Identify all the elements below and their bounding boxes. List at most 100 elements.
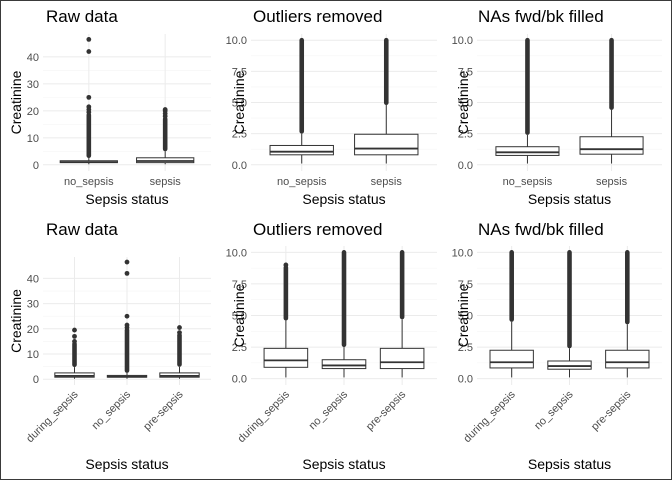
x-axis-title: Sepsis status	[85, 456, 168, 472]
panel-title: NAs fwd/bk filled	[478, 220, 604, 239]
y-tick-label: 7.5	[232, 279, 247, 291]
x-tick-label: no_sepsis	[503, 176, 553, 188]
outlier-point	[283, 262, 289, 268]
x-tick-label: during_sepsis	[24, 388, 81, 445]
box-iqr	[263, 347, 309, 368]
y-axis-title: Creatinine	[455, 70, 471, 134]
outlier-streak	[567, 250, 572, 349]
panel-5: 0.0 2.5 5.0 7.5 10.0 during_sepsis no_sepsis pr…	[226, 220, 437, 472]
y-tick-label: 0.0	[458, 160, 473, 172]
y-axis-title: Creatinine	[8, 70, 24, 134]
y-tick-label: 5.0	[458, 311, 473, 323]
panel-title: Outliers removed	[253, 7, 382, 26]
box-pre-sepsis	[605, 250, 650, 378]
outlier-point	[72, 333, 77, 339]
outlier-streak	[509, 250, 514, 322]
panel-title: Raw data	[46, 220, 118, 239]
y-tick-label: 40	[27, 273, 39, 285]
x-axis-title: Sepsis status	[528, 456, 611, 472]
y-tick-label: 2.5	[458, 129, 473, 141]
y-tick-label: 2.5	[232, 129, 247, 141]
outlier-point	[124, 313, 130, 319]
outlier-point	[177, 325, 182, 330]
y-axis-title: Creatinine	[231, 283, 247, 347]
outlier-streak	[299, 37, 305, 134]
outlier-point	[72, 339, 77, 344]
outlier-point	[124, 259, 130, 265]
y-axis-title: Creatinine	[455, 283, 471, 347]
box-iqr	[495, 146, 560, 156]
outlier-point	[86, 36, 92, 42]
y-tick-label: 10.0	[452, 247, 473, 259]
box-iqr	[489, 349, 534, 369]
x-axis-title: Sepsis status	[302, 456, 385, 472]
panel-3: 0.0 2.5 5.0 7.5 10.0 no_sepsis sepsis NAs fwd/b…	[452, 7, 662, 207]
y-tick-label: 5.0	[232, 311, 247, 323]
outlier-streak	[625, 250, 630, 325]
y-tick-label: 10.0	[226, 35, 247, 47]
y-tick-label: 7.5	[458, 279, 473, 291]
x-tick-label: no_sepsis	[277, 176, 327, 188]
panel-title: NAs fwd/bk filled	[478, 7, 604, 26]
y-tick-label: 7.5	[232, 66, 247, 78]
panel-6: 0.0 2.5 5.0 7.5 10.0 during_sepsis no_sepsis pr…	[452, 220, 662, 472]
y-tick-label: 30	[27, 299, 39, 311]
y-tick-label: 0.0	[232, 374, 247, 386]
panel-1: 0 10 20 30 40 no_sepsis sepsis Raw data Sepsis s…	[8, 7, 211, 207]
x-tick-label: sepsis	[371, 176, 403, 188]
x-axis-title: Sepsis status	[85, 191, 168, 207]
panel-title: Raw data	[46, 7, 118, 26]
outlier-streak	[525, 37, 530, 135]
box-no_sepsis	[269, 37, 334, 164]
box-iqr	[605, 349, 650, 369]
box-no_sepsis	[59, 36, 118, 165]
y-tick-label: 10	[27, 133, 39, 145]
x-tick-label: sepsis	[596, 176, 628, 188]
x-axis-title: Sepsis status	[528, 191, 611, 207]
box-iqr	[269, 144, 334, 156]
box-pre-sepsis	[159, 325, 200, 379]
x-tick-label: pre-sepsis	[141, 388, 186, 433]
box-iqr	[579, 136, 644, 155]
outlier-point	[162, 107, 168, 112]
x-tick-label: no_sepsis	[532, 388, 576, 432]
box-iqr	[321, 359, 367, 370]
outlier-streak	[383, 37, 389, 105]
y-tick-label: 10.0	[226, 247, 247, 259]
x-tick-label: during_sepsis	[461, 388, 518, 445]
box-iqr	[547, 360, 592, 370]
x-tick-label: no_sepsis	[90, 388, 134, 432]
y-axis-title: Creatinine	[8, 289, 24, 353]
box-sepsis	[354, 37, 419, 164]
y-tick-label: 5.0	[458, 98, 473, 110]
outlier-streak	[86, 112, 92, 159]
outlier-streak	[341, 250, 347, 348]
y-tick-label: 0.0	[232, 160, 247, 172]
y-tick-label: 20	[27, 106, 39, 118]
y-tick-label: 0	[33, 160, 39, 172]
y-tick-label: 40	[27, 52, 39, 64]
box-during_sepsis	[263, 262, 309, 378]
outlier-point	[86, 94, 92, 100]
x-tick-label: pre-sepsis	[589, 388, 634, 433]
outlier-point	[124, 270, 130, 276]
x-tick-label: during_sepsis	[236, 388, 293, 445]
box-pre-sepsis	[379, 250, 425, 378]
box-during_sepsis	[489, 250, 534, 378]
y-tick-label: 7.5	[458, 66, 473, 78]
x-axis-title: Sepsis status	[302, 191, 385, 207]
outlier-streak	[609, 37, 614, 110]
y-tick-label: 30	[27, 79, 39, 91]
box-iqr	[379, 347, 425, 370]
outlier-point	[124, 322, 130, 328]
x-tick-label: no_sepsis	[307, 388, 351, 432]
y-tick-label: 10	[27, 349, 39, 361]
outlier-point	[72, 327, 77, 333]
outlier-streak	[162, 116, 168, 152]
panel-2: 0.0 2.5 5.0 7.5 10.0 no_sepsis sepsis Outliers …	[226, 7, 437, 207]
box-no_sepsis	[547, 250, 592, 378]
y-tick-label: 5.0	[232, 98, 247, 110]
box-iqr	[354, 133, 419, 156]
